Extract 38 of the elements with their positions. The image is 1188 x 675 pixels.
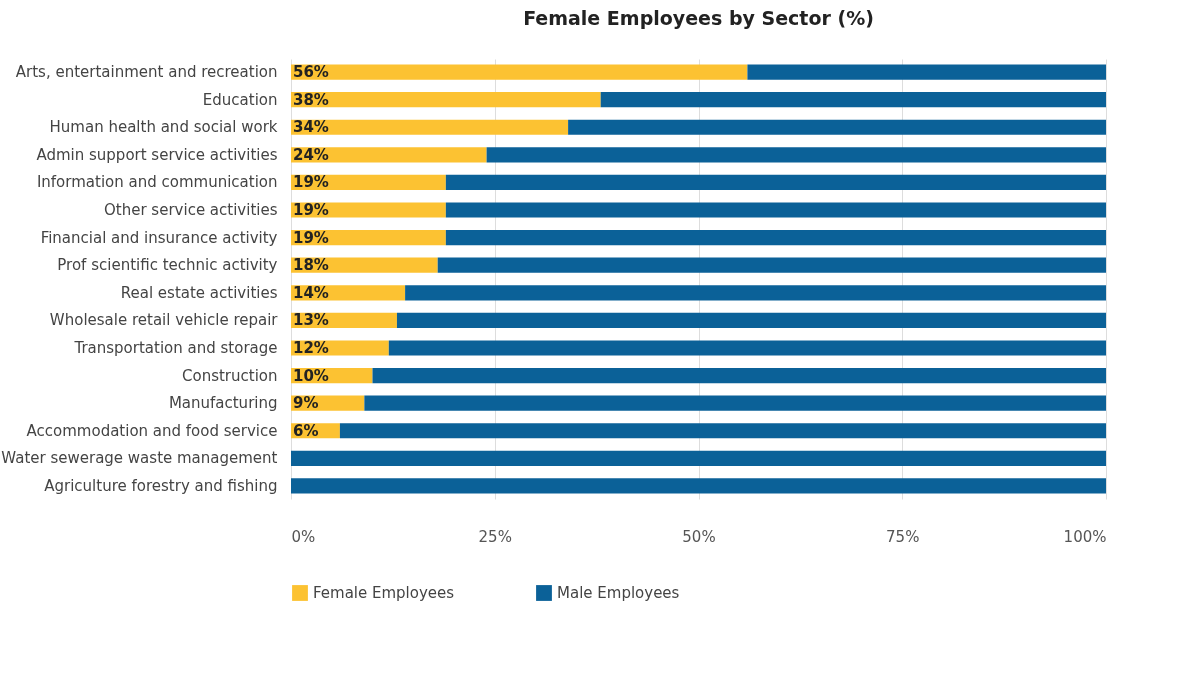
data-label: 12% xyxy=(293,338,329,357)
y-tick-label: Wholesale retail vehicle repair xyxy=(49,311,279,330)
data-label: 56% xyxy=(293,63,329,82)
y-tick-label: Information and communication xyxy=(36,173,278,192)
legend-label: Female Employees xyxy=(313,584,455,602)
y-tick-label: Education xyxy=(202,90,278,109)
y-tick-label: Real estate activities xyxy=(120,283,278,302)
data-label: 10% xyxy=(293,366,329,385)
data-label: 14% xyxy=(293,283,329,302)
y-tick-label: Human health and social work xyxy=(49,118,278,137)
x-tick-label: 75% xyxy=(886,527,920,546)
y-tick-label: Other service activities xyxy=(104,201,278,220)
data-label: 34% xyxy=(293,118,329,137)
x-tick-label: 50% xyxy=(682,527,716,546)
y-tick-label: Agriculture forestry and fishing xyxy=(44,476,278,495)
y-tick-label: Arts, entertainment and recreation xyxy=(15,63,278,82)
y-tick-label: Water sewerage waste management xyxy=(1,449,278,468)
data-label: 19% xyxy=(293,201,329,220)
x-tick-label: 25% xyxy=(478,527,512,546)
legend-label: Male Employees xyxy=(557,584,680,602)
chart-title: Female Employees by Sector (%) xyxy=(523,7,874,29)
y-tick-label: Construction xyxy=(181,366,278,385)
y-tick-label: Prof scientific technic activity xyxy=(57,256,278,275)
data-label: 13% xyxy=(293,311,329,330)
data-label: 24% xyxy=(293,145,329,164)
x-tick-label: 0% xyxy=(291,527,316,546)
data-label: 19% xyxy=(293,228,329,247)
y-tick-label: Financial and insurance activity xyxy=(40,228,278,247)
data-label: 19% xyxy=(293,173,329,192)
data-label: 9% xyxy=(293,394,319,413)
y-tick-label: Admin support service activities xyxy=(36,145,278,164)
data-label: 6% xyxy=(293,421,319,440)
data-label: 38% xyxy=(293,90,329,109)
x-tick-label: 100% xyxy=(1063,527,1107,546)
y-tick-label: Accommodation and food service xyxy=(26,421,278,440)
y-tick-label: Manufacturing xyxy=(168,394,278,413)
y-tick-label: Transportation and storage xyxy=(73,338,278,357)
data-label: 18% xyxy=(293,256,329,275)
